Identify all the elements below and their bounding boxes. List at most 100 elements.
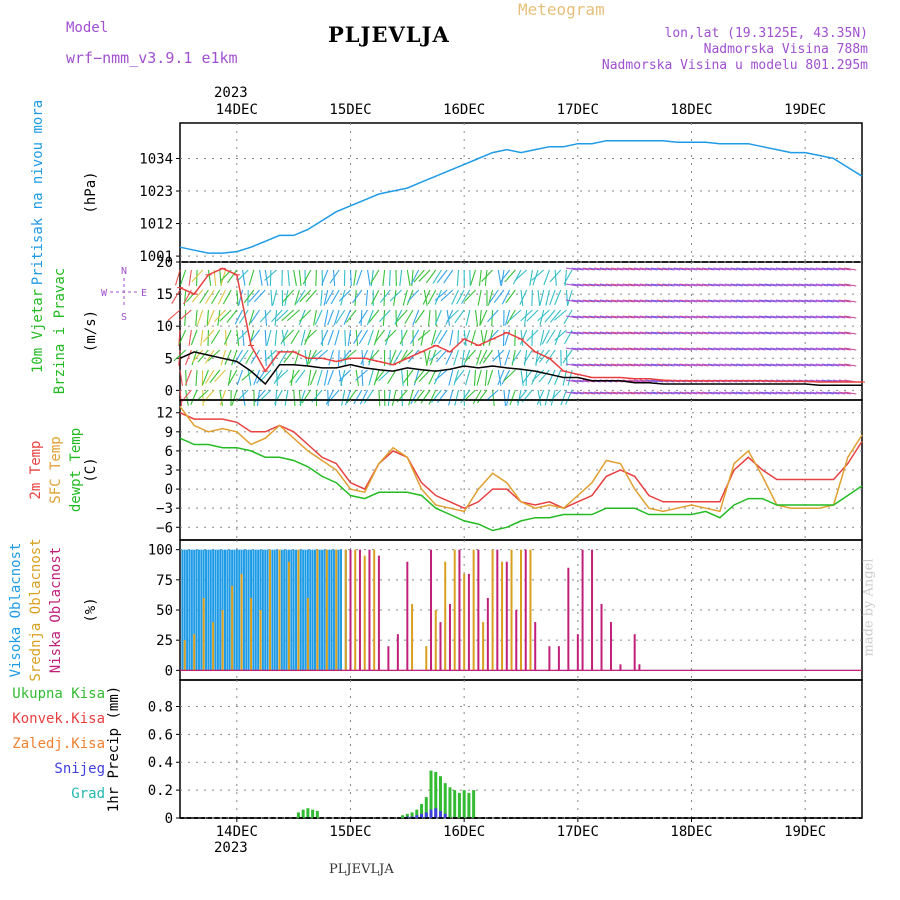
panel-precip: 00.20.40.60.81hr Precip (mm)Ukupna KisaK… — [12, 680, 862, 827]
wind-barb — [507, 390, 510, 406]
wind-barb — [379, 390, 380, 406]
wind-barb — [488, 290, 492, 305]
wind-barb — [276, 390, 277, 406]
footer-station: PLJEVLJA — [329, 862, 394, 877]
panel-side-label: SFC Temp — [48, 436, 64, 503]
y-tick-label: 10 — [156, 319, 173, 335]
wind-barb — [362, 370, 363, 386]
compass-letter: E — [141, 288, 147, 299]
day-label-bottom: 17DEC — [557, 824, 599, 840]
wind-barb — [466, 370, 470, 385]
wind-barb — [477, 390, 486, 403]
bar-high — [188, 550, 190, 671]
bar-high — [321, 550, 323, 671]
bar-mid — [354, 550, 356, 671]
wind-barb — [299, 310, 305, 325]
wind-barb — [545, 310, 555, 322]
bar-high — [181, 550, 183, 671]
wind-barb — [364, 390, 373, 403]
wind-barb — [328, 370, 334, 385]
bar-high — [300, 550, 302, 671]
bar-low — [350, 550, 352, 671]
panel-unit-label: (%) — [83, 597, 99, 622]
bar-high — [267, 550, 269, 671]
wind-barb — [282, 310, 294, 321]
wind-barb — [500, 270, 510, 283]
bar-high — [340, 550, 342, 671]
y-tick-label: 50 — [156, 603, 173, 619]
wind-barb — [354, 270, 356, 286]
wind-barb — [437, 390, 447, 403]
wind-barb — [232, 390, 237, 405]
y-tick-label: 0 — [165, 811, 173, 827]
wind-barb — [404, 370, 414, 383]
wind-barb — [342, 390, 345, 406]
wind-barb — [371, 270, 373, 286]
wind-barb — [390, 350, 396, 365]
bar-high — [262, 550, 264, 671]
panel-side-label: Visoka Oblacnost — [8, 543, 24, 678]
bar-high — [302, 550, 304, 671]
wind-barb — [360, 390, 367, 404]
wind-barb — [476, 310, 478, 326]
bar-high — [319, 550, 321, 671]
bar-total — [467, 793, 470, 818]
y-tick-label: 0.8 — [148, 699, 173, 715]
bar-low — [449, 604, 451, 670]
bar-low — [430, 550, 432, 671]
series-dewpt-temp — [180, 438, 862, 530]
bar-high — [331, 550, 333, 671]
bar-high — [191, 550, 193, 671]
wind-barb — [303, 270, 310, 284]
wind-barb — [321, 290, 322, 306]
bar-high — [281, 550, 283, 671]
wind-barb — [419, 370, 430, 382]
wind-barb — [369, 370, 373, 385]
wind-barb — [290, 370, 300, 383]
wind-barb — [408, 290, 419, 302]
y-tick-label: 6 — [165, 444, 173, 460]
bar-low — [406, 562, 408, 671]
wind-barb — [371, 270, 379, 284]
wind-barb — [563, 350, 572, 363]
bar-snow — [439, 811, 442, 818]
wind-barb — [524, 350, 532, 364]
bar-total — [444, 783, 447, 818]
wind-barb — [243, 390, 246, 406]
bar-mid — [250, 598, 252, 670]
panel-wind: 05101520(m/s)10m Vjetar Brzina i Pravac WN… — [30, 255, 865, 406]
wind-barb — [250, 330, 260, 343]
wind-barb — [267, 330, 271, 345]
bar-snow — [415, 815, 418, 818]
bar-low — [496, 550, 498, 671]
y-tick-label: 20 — [156, 255, 173, 271]
wind-barb — [346, 390, 351, 405]
elevation-label: Nadmorska Visina 788m — [704, 42, 868, 57]
wind-barb — [299, 270, 301, 286]
wind-barb — [397, 310, 408, 322]
bar-low — [601, 604, 603, 670]
wind-barb — [316, 270, 317, 286]
series-pressure — [180, 141, 862, 253]
bar-low — [477, 550, 479, 671]
y-tick-label: 25 — [156, 633, 173, 649]
meteogram-label: Meteogram — [518, 0, 605, 19]
y-tick-label: 0.6 — [148, 727, 173, 743]
panel-frame — [180, 123, 862, 262]
bar-mid — [307, 598, 309, 670]
wind-barb — [512, 350, 521, 363]
bar-mid — [231, 586, 233, 670]
wind-barb — [493, 390, 495, 406]
bar-high — [305, 550, 307, 671]
wind-barb — [265, 310, 266, 326]
wind-barb — [276, 370, 288, 381]
wind-barb — [185, 350, 191, 365]
day-label-bottom: 18DEC — [670, 824, 712, 840]
panel-unit-label: (m/s) — [83, 310, 99, 352]
wind-barb — [352, 290, 361, 303]
bar-mid — [335, 550, 337, 671]
bar-high — [200, 550, 202, 671]
panel-pressure: 1001101210231034(hPa)Pritisak na nivou m… — [30, 100, 862, 285]
wind-barb — [201, 330, 203, 346]
model-value: wrf−nmm_v3.9.1 e1km — [66, 49, 238, 67]
